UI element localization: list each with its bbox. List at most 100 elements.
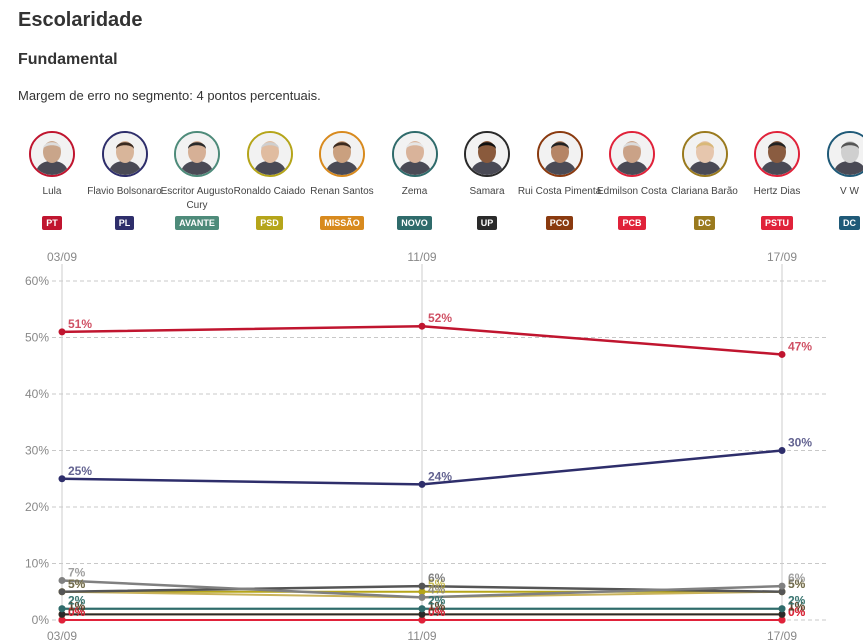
data-label: 0% xyxy=(68,605,86,619)
avatar xyxy=(246,131,293,177)
party-badge: DC xyxy=(694,216,715,230)
candidate-name: Hertz Dias xyxy=(753,186,801,197)
avatar xyxy=(681,131,728,177)
data-label: 1% xyxy=(788,599,806,613)
data-label: 4% xyxy=(428,582,446,596)
data-label: 4% xyxy=(428,582,446,596)
data-label: 2% xyxy=(68,594,86,608)
data-point xyxy=(778,447,786,454)
avatar xyxy=(754,131,800,177)
avatar xyxy=(29,131,75,177)
candidate-name: Clariana Barão xyxy=(671,186,738,197)
data-point xyxy=(418,610,426,618)
party-badge: PSD xyxy=(256,216,283,230)
data-point xyxy=(778,616,786,624)
data-label: 0% xyxy=(428,605,446,619)
page-title: Escolaridade xyxy=(18,9,143,31)
x-tick-label-bottom: 17/09 xyxy=(767,629,797,643)
y-tick-label: 30% xyxy=(25,444,49,458)
party-badge: PL xyxy=(114,216,135,230)
data-label: 0% xyxy=(68,605,86,619)
x-tick-label-top: 17/09 xyxy=(767,250,797,264)
candidate-card[interactable]: Lula PT xyxy=(10,131,94,231)
data-label: 7% xyxy=(68,565,86,579)
data-point xyxy=(58,328,66,336)
data-label: 0% xyxy=(788,605,806,619)
data-label: 25% xyxy=(68,464,92,478)
data-label: 5% xyxy=(68,577,86,591)
candidate-card[interactable]: Samara UP xyxy=(445,131,529,231)
data-label: 0% xyxy=(428,605,446,619)
candidate-name: Lula xyxy=(42,186,62,197)
data-point xyxy=(418,322,426,330)
party-badge: UP xyxy=(476,216,498,230)
candidate-name: Ronaldo Caiado xyxy=(233,186,306,197)
data-point xyxy=(778,350,786,358)
data-label: 5% xyxy=(788,577,806,591)
data-label: 5% xyxy=(428,577,446,591)
party-badge: PCB xyxy=(618,216,646,230)
data-point xyxy=(418,582,426,590)
data-label: 0% xyxy=(428,605,446,619)
data-point xyxy=(778,588,786,596)
data-point xyxy=(58,605,66,613)
data-label: 0% xyxy=(68,605,86,619)
candidate-card[interactable]: Clariana Barão DC xyxy=(663,131,747,231)
data-point xyxy=(58,616,66,624)
y-tick-label: 50% xyxy=(25,331,49,345)
data-label: 51% xyxy=(68,317,92,331)
party-badge: PSTU xyxy=(760,216,793,230)
data-label: 1% xyxy=(428,599,446,613)
party-badge: PCO xyxy=(545,216,574,230)
data-label: 0% xyxy=(788,605,806,619)
data-label: 2% xyxy=(788,594,806,608)
y-tick-label: 20% xyxy=(25,500,49,514)
party-badge: DC xyxy=(839,216,860,230)
avatar xyxy=(391,131,438,177)
candidate-card[interactable]: Rui Costa Pimenta PCO xyxy=(518,131,602,231)
avatar xyxy=(174,131,220,177)
data-label: 6% xyxy=(428,571,446,585)
party-badge: MISSÃO xyxy=(320,216,364,230)
data-label: 1% xyxy=(428,599,446,613)
data-point xyxy=(418,616,426,624)
candidate-name: V W xyxy=(840,186,859,197)
candidate-card[interactable]: Hertz Dias PSTU xyxy=(735,131,819,231)
data-label: 1% xyxy=(788,599,806,613)
avatar xyxy=(826,131,863,177)
data-label: 5% xyxy=(788,577,806,591)
party-badge: AVANTE xyxy=(175,216,219,230)
data-label: 47% xyxy=(788,339,812,353)
data-point xyxy=(778,605,786,613)
x-tick-label-top: 03/09 xyxy=(47,250,77,264)
x-tick-label-top: 11/09 xyxy=(407,250,436,264)
candidate-name: Zema xyxy=(401,186,428,197)
candidate-name: Edmilson Costa xyxy=(596,186,668,197)
y-tick-label: 10% xyxy=(25,557,49,571)
data-label: 2% xyxy=(428,594,446,608)
candidate-card[interactable]: Renan Santos MISSÃO xyxy=(300,131,384,231)
data-point xyxy=(418,593,426,601)
data-point xyxy=(58,610,66,618)
candidate-name: Escritor Augusto Cury xyxy=(160,186,234,211)
party-badge: NOVO xyxy=(397,216,432,230)
data-point xyxy=(58,588,66,596)
candidate-name: Renan Santos xyxy=(310,186,374,197)
candidate-card[interactable]: V W DC xyxy=(808,131,863,231)
section-subtitle: Fundamental xyxy=(18,51,118,68)
candidate-card[interactable]: Escritor Augusto Cury AVANTE xyxy=(155,131,239,231)
candidate-strip: Lula PT Flavio Bolsonaro PL Escritor Augusto… xyxy=(0,131,863,246)
candidate-card[interactable]: Ronaldo Caiado PSD xyxy=(228,131,312,231)
candidate-name: Flavio Bolsonaro xyxy=(87,186,162,197)
candidate-card[interactable]: Zema NOVO xyxy=(373,131,457,231)
data-label: 2% xyxy=(788,594,806,608)
data-point xyxy=(778,610,786,618)
avatar xyxy=(319,131,365,177)
candidate-card[interactable]: Flavio Bolsonaro PL xyxy=(83,131,167,231)
data-label: 30% xyxy=(788,436,812,450)
candidate-name: Samara xyxy=(469,186,505,197)
y-tick-label: 60% xyxy=(25,274,49,288)
data-label: 5% xyxy=(788,577,806,591)
candidate-card[interactable]: Edmilson Costa PCB xyxy=(590,131,674,231)
candidate-name: Rui Costa Pimenta xyxy=(517,186,602,197)
